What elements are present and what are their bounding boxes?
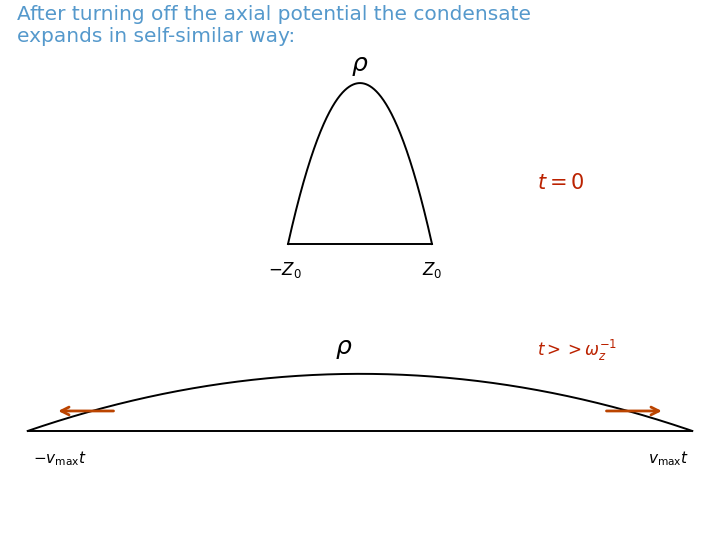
Text: $-Z_0$: $-Z_0$ [269, 260, 302, 280]
Text: $\rho$: $\rho$ [335, 338, 352, 361]
Text: $Z_0$: $Z_0$ [422, 260, 442, 280]
Text: $t=0$: $t=0$ [537, 173, 585, 193]
Text: $t>>\omega_z^{-1}$: $t>>\omega_z^{-1}$ [537, 339, 618, 363]
Text: After turning off the axial potential the condensate
expands in self-similar way: After turning off the axial potential th… [17, 5, 531, 46]
Text: $v_{\rm max}t$: $v_{\rm max}t$ [648, 450, 690, 468]
Text: $\rho$: $\rho$ [351, 54, 369, 78]
Text: $-v_{\rm max}t$: $-v_{\rm max}t$ [33, 450, 87, 468]
